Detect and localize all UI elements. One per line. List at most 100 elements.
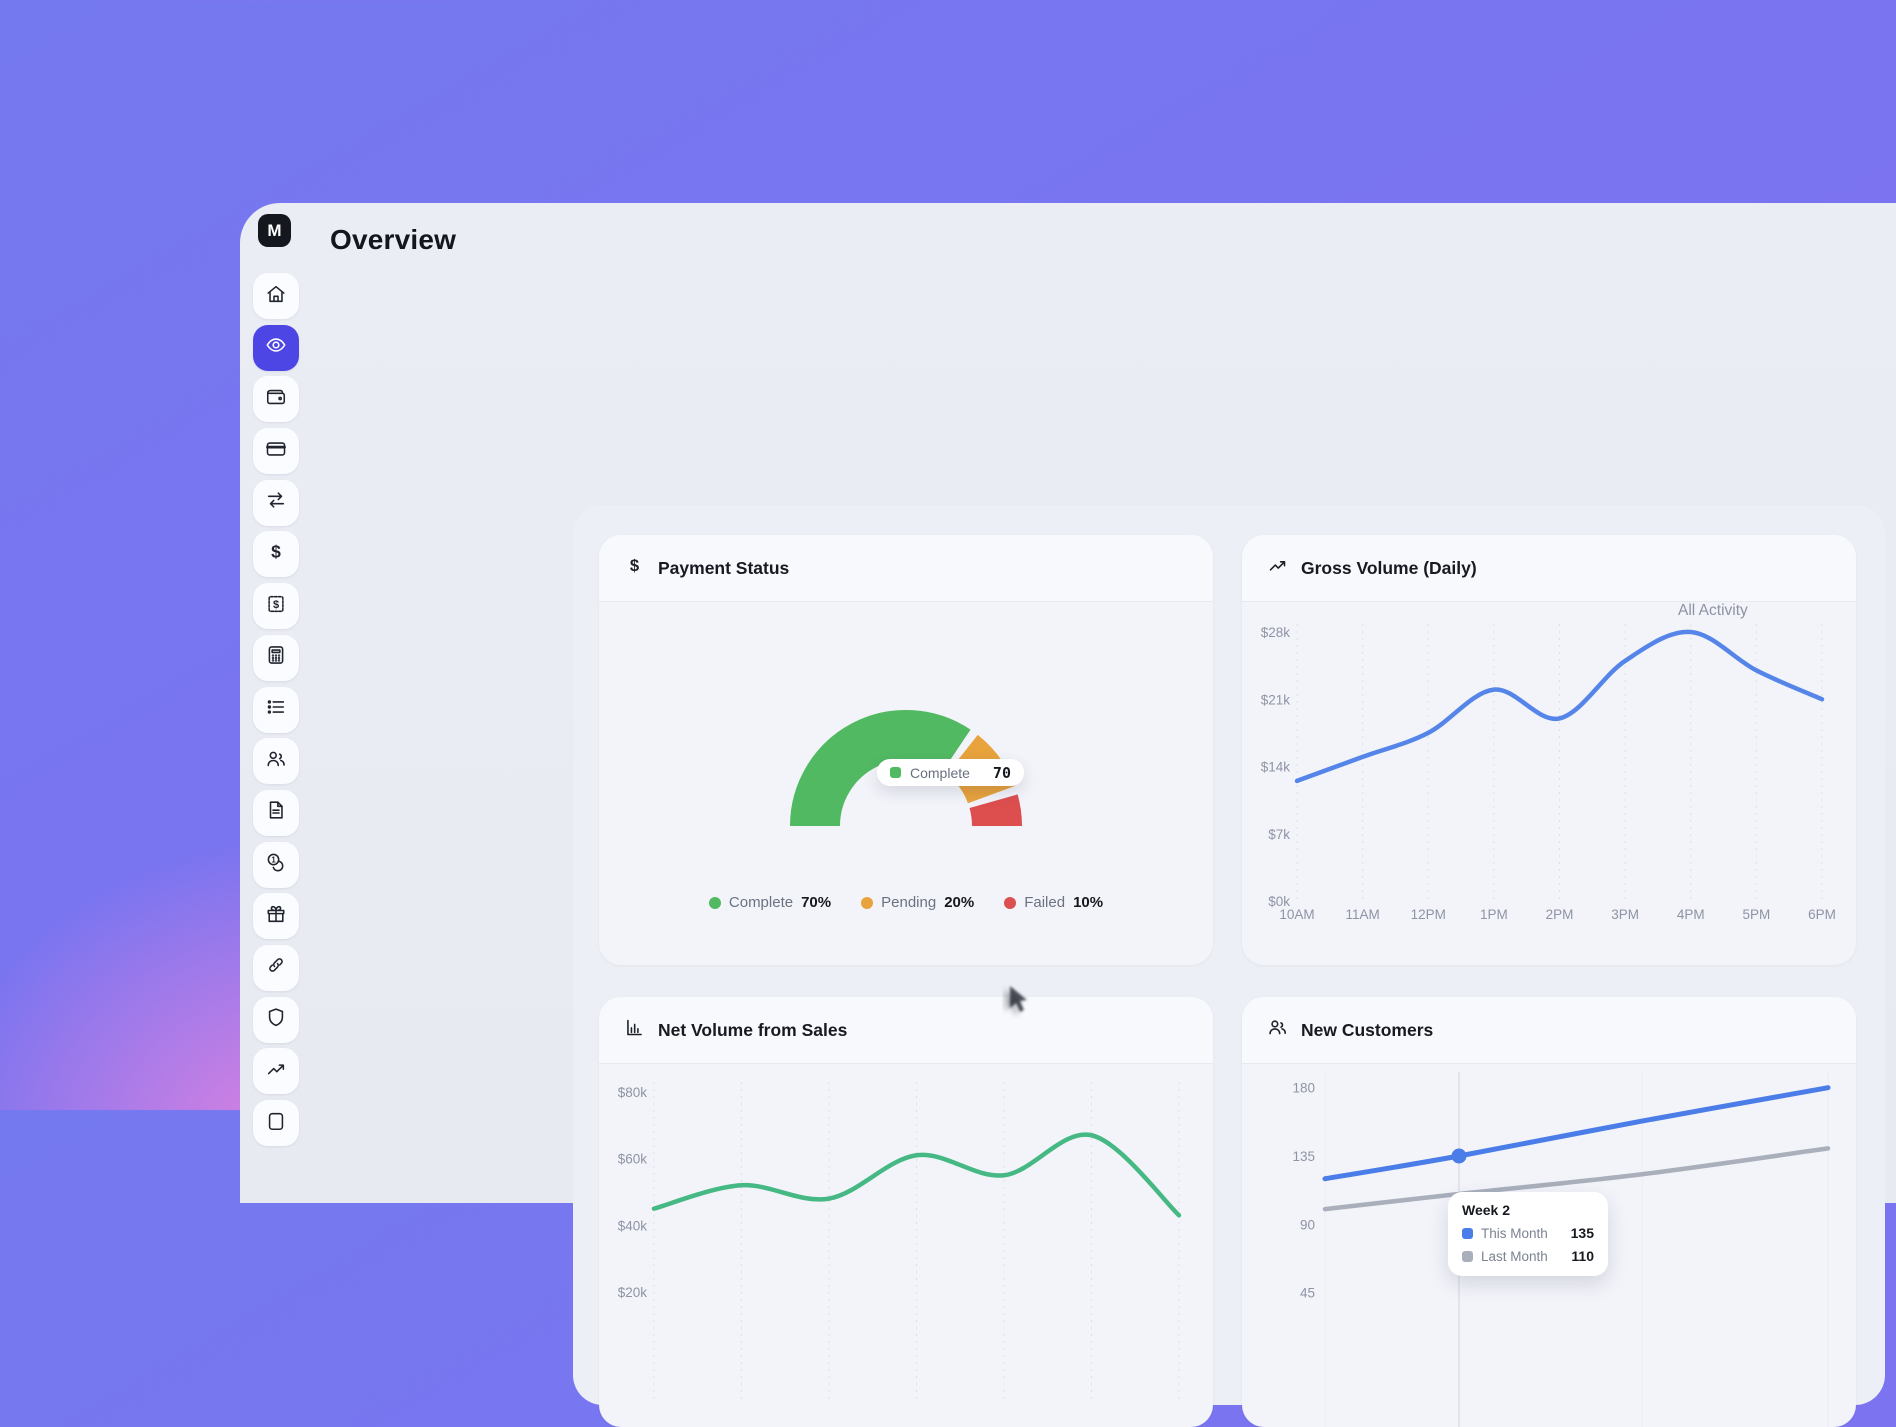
wallet-icon <box>265 386 287 413</box>
net-volume-content: $80k $60k $40k $20k <box>599 1064 1213 1427</box>
svg-text:10AM: 10AM <box>1279 907 1314 922</box>
pending-dot <box>861 896 874 909</box>
tooltip-row-last-month: Last Month 110 <box>1462 1248 1594 1264</box>
legend-label: Failed <box>1024 894 1066 911</box>
card-title: New Customers <box>1301 1019 1434 1040</box>
svg-text:6PM: 6PM <box>1808 907 1836 922</box>
failed-dot <box>1004 896 1017 909</box>
card-title: Net Volume from Sales <box>658 1019 848 1040</box>
card-title: Gross Volume (Daily) <box>1301 557 1477 578</box>
card-title: Payment Status <box>658 557 790 578</box>
sidebar-item-shield[interactable] <box>253 996 299 1043</box>
legend-value: 20% <box>944 894 975 911</box>
dashboard-panel: $ Payment Status Complete 70 Complete 70… <box>240 203 1896 1427</box>
net-volume-chart[interactable]: $80k $60k $40k $20k <box>599 1064 1213 1427</box>
gift-icon <box>265 903 287 930</box>
complete-swatch <box>890 767 901 778</box>
sidebar-item-transfer[interactable] <box>253 479 299 526</box>
svg-text:135: 135 <box>1292 1149 1315 1164</box>
sidebar: $ $1 <box>253 273 299 1146</box>
gross-volume-card: Gross Volume (Daily) $0k $7k $14k $21k $28k 1… <box>1242 535 1856 965</box>
sidebar-item-credit-card[interactable] <box>253 428 299 475</box>
legend-value: 10% <box>1073 894 1104 911</box>
sidebar-item-home[interactable] <box>253 273 299 319</box>
gross-volume-chart[interactable]: $0k $7k $14k $21k $28k 10AM 11AM 12PM 1PM 2PM 3PM 4… <box>1242 602 1856 965</box>
tooltip-title: Week 2 <box>1462 1202 1510 1218</box>
sidebar-item-safe[interactable] <box>253 1100 299 1146</box>
svg-text:$21k: $21k <box>1261 692 1291 707</box>
svg-text:1: 1 <box>271 855 276 864</box>
gauge-tooltip: Complete 70 <box>877 759 1024 786</box>
svg-text:12PM: 12PM <box>1411 907 1446 922</box>
svg-text:5PM: 5PM <box>1742 907 1770 922</box>
svg-text:$20k: $20k <box>618 1285 648 1300</box>
sidebar-item-dollar[interactable]: $ <box>253 531 299 578</box>
gauge-legend: Complete 70% Pending 20% Failed 10% <box>599 894 1213 911</box>
gross-volume-header: Gross Volume (Daily) <box>1242 535 1856 602</box>
sidebar-item-coins[interactable]: 1 <box>253 841 299 888</box>
sidebar-item-invoice[interactable]: $ <box>253 583 299 630</box>
week-tooltip: Week 2 This Month 135 Last Month 110 <box>1448 1192 1608 1276</box>
sidebar-item-users[interactable] <box>253 738 299 785</box>
payment-status-card: $ Payment Status Complete 70 Complete 70… <box>599 535 1213 965</box>
bar-chart-icon <box>624 1017 645 1043</box>
users-icon <box>1267 1017 1288 1043</box>
sidebar-item-gift[interactable] <box>253 893 299 940</box>
dollar-icon: $ <box>624 555 645 581</box>
gross-volume-content: $0k $7k $14k $21k $28k 10AM 11AM 12PM 1PM 2PM 3PM 4… <box>1242 602 1856 965</box>
calculator-icon <box>265 644 287 671</box>
credit-card-icon <box>265 438 287 465</box>
trending-up-icon <box>1267 555 1288 581</box>
net-volume-card: Net Volume from Sales $80k $60k $40k $20k <box>599 997 1213 1427</box>
this-month-swatch <box>1462 1227 1473 1239</box>
legend-value: 70% <box>801 894 832 911</box>
legend-label: Complete <box>728 894 794 911</box>
list-icon <box>265 696 287 723</box>
svg-text:$0k: $0k <box>1268 894 1290 909</box>
tooltip-row-label: Last Month <box>1481 1248 1548 1264</box>
svg-text:180: 180 <box>1292 1081 1315 1096</box>
svg-text:2PM: 2PM <box>1546 907 1574 922</box>
new-customers-card: New Customers 45 90 135 180 Week 2 This Mon… <box>1242 997 1856 1427</box>
svg-text:4PM: 4PM <box>1677 907 1705 922</box>
last-month-swatch <box>1462 1250 1473 1262</box>
sidebar-item-calculator[interactable] <box>253 634 299 681</box>
svg-text:$40k: $40k <box>618 1218 648 1233</box>
payment-status-content: Complete 70 Complete 70% Pending 20% <box>599 602 1213 965</box>
svg-text:$14k: $14k <box>1261 760 1291 775</box>
complete-dot <box>708 896 721 909</box>
tooltip-value: 70 <box>992 763 1011 782</box>
svg-text:$7k: $7k <box>1268 827 1290 842</box>
sidebar-item-list[interactable] <box>253 686 299 733</box>
svg-text:$: $ <box>271 541 281 561</box>
shield-icon <box>265 1006 287 1033</box>
sidebar-item-link[interactable] <box>253 944 299 991</box>
link-icon <box>265 954 287 981</box>
users-icon <box>265 748 287 775</box>
svg-text:1PM: 1PM <box>1480 907 1508 922</box>
sidebar-item-wallet[interactable] <box>253 376 299 423</box>
safe-icon <box>265 1110 287 1137</box>
sidebar-item-document[interactable] <box>253 789 299 836</box>
invoice-icon: $ <box>265 593 287 620</box>
svg-text:$: $ <box>630 556 639 575</box>
tooltip-row-label: This Month <box>1481 1225 1548 1241</box>
sidebar-item-trending-up[interactable] <box>253 1048 299 1095</box>
home-icon <box>265 283 287 310</box>
sidebar-item-eye[interactable] <box>253 324 299 371</box>
coins-icon: 1 <box>265 851 287 878</box>
legend-label: Pending <box>881 894 937 911</box>
svg-text:90: 90 <box>1300 1217 1315 1232</box>
legend-item-pending: Pending 20% <box>861 894 974 911</box>
tooltip-row-value: 135 <box>1570 1225 1594 1241</box>
legend-item-failed: Failed 10% <box>1004 894 1103 911</box>
charts-container: $ Payment Status Complete 70 Complete 70… <box>573 505 1885 1427</box>
app-logo[interactable]: M <box>258 214 291 247</box>
svg-text:$80k: $80k <box>618 1085 648 1100</box>
tooltip-row-this-month: This Month 135 <box>1462 1225 1594 1241</box>
tooltip-row-value: 110 <box>1571 1248 1594 1264</box>
svg-text:45: 45 <box>1300 1286 1315 1301</box>
svg-text:3PM: 3PM <box>1611 907 1639 922</box>
dollar-icon: $ <box>265 541 287 568</box>
